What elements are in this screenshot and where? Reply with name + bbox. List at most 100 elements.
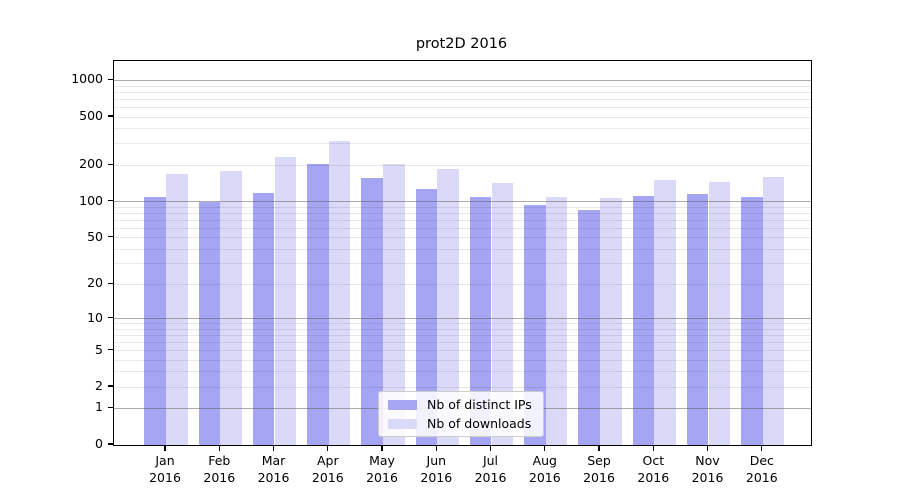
gridline-minor — [114, 237, 811, 238]
gridline-major — [114, 201, 811, 202]
x-tick-label-dec: Dec 2016 — [745, 453, 778, 485]
y-tick-label: 20 — [87, 275, 103, 291]
bar-downloads-jul — [491, 183, 514, 445]
legend-swatch-downloads — [388, 418, 417, 429]
bar-distinct-ips-jan — [144, 196, 166, 445]
x-tick-label-oct: Oct 2016 — [637, 453, 670, 485]
gridline-minor — [114, 350, 811, 351]
y-tick-mark — [108, 443, 113, 445]
bar-downloads-may — [383, 164, 405, 445]
x-tick-mark — [598, 445, 600, 451]
gridline-minor — [114, 386, 811, 388]
gridline-minor — [114, 328, 811, 330]
bar-distinct-ips-sep — [578, 210, 600, 445]
bar-downloads-apr — [328, 141, 351, 445]
y-tick-mark — [108, 385, 113, 387]
x-tick-label-feb: Feb 2016 — [203, 453, 236, 485]
gridline-minor — [114, 323, 811, 324]
y-tick-label: 50 — [87, 228, 103, 244]
y-tick-label: 5 — [95, 341, 103, 357]
gridline-minor — [114, 263, 811, 265]
bar-distinct-ips-oct — [632, 195, 655, 445]
gridline-minor — [114, 116, 811, 118]
bar-downloads-oct — [654, 179, 676, 445]
gridline-minor — [114, 212, 811, 214]
x-tick-label-sep: Sep 2016 — [583, 453, 615, 485]
x-tick-label-jun: Jun 2016 — [420, 453, 453, 485]
bar-distinct-ips-may — [361, 178, 383, 445]
x-tick-mark — [327, 445, 329, 451]
legend-swatch-distinct-ips — [388, 399, 417, 410]
y-tick-label: 1000 — [71, 71, 103, 87]
gridline-minor — [114, 128, 811, 130]
gridline-minor — [114, 106, 811, 108]
y-tick-mark — [108, 348, 113, 351]
y-tick-mark — [108, 78, 113, 81]
bar-distinct-ips-apr — [307, 164, 329, 445]
x-tick-label-may: May 2016 — [366, 453, 398, 485]
x-tick-label-mar: Mar 2016 — [257, 453, 290, 485]
gridline-minor — [114, 85, 811, 87]
gridline-minor — [114, 283, 811, 285]
x-tick-label-aug: Aug 2016 — [528, 453, 561, 485]
chart-title: prot2D 2016 — [415, 36, 508, 52]
gridline-minor — [114, 334, 811, 336]
y-tick-mark — [108, 235, 113, 238]
bar-downloads-jun — [437, 169, 459, 445]
gridline-minor — [114, 341, 811, 343]
gridline-minor — [114, 143, 811, 145]
y-tick-mark — [108, 282, 113, 285]
x-tick-mark — [381, 445, 383, 451]
gridline-minor — [114, 91, 811, 93]
x-tick-mark — [761, 445, 763, 451]
gridline-minor — [114, 206, 811, 208]
y-tick-mark — [108, 316, 113, 319]
y-tick-mark — [108, 163, 113, 165]
plot-area — [113, 60, 812, 446]
legend-label-downloads: Nb of downloads — [427, 416, 532, 431]
y-tick-label: 2 — [95, 378, 103, 393]
x-tick-mark — [489, 445, 492, 451]
y-tick-label: 1 — [95, 399, 103, 415]
x-tick-mark — [544, 445, 546, 451]
bar-downloads-mar — [274, 156, 297, 445]
legend-item-downloads: Nb of downloads — [388, 416, 543, 431]
bar-downloads-sep — [600, 197, 622, 445]
y-tick-label: 0 — [95, 436, 103, 451]
y-tick-mark — [108, 115, 113, 117]
gridline-minor — [114, 371, 811, 373]
bar-distinct-ips-aug — [524, 205, 546, 445]
x-tick-label-jul: Jul 2016 — [474, 453, 507, 485]
gridline-minor — [114, 248, 811, 250]
y-tick-mark — [108, 199, 113, 202]
y-tick-label: 500 — [79, 108, 103, 123]
bar-distinct-ips-feb — [198, 201, 221, 445]
x-tick-mark — [706, 445, 709, 451]
gridline-minor — [114, 219, 811, 221]
gridline-minor — [114, 227, 811, 229]
bar-distinct-ips-jul — [469, 196, 492, 445]
bar-distinct-ips-jun — [415, 189, 438, 445]
bar-downloads-jan — [166, 173, 188, 445]
gridline-major — [114, 79, 811, 81]
gridline-minor — [114, 359, 811, 361]
legend: Nb of distinct IPs Nb of downloads — [378, 391, 544, 437]
gridline-major — [114, 318, 811, 319]
bar-downloads-feb — [220, 171, 242, 445]
legend-item-distinct-ips: Nb of distinct IPs — [388, 397, 543, 412]
x-tick-label-nov: Nov 2016 — [691, 453, 724, 485]
x-tick-mark — [164, 445, 166, 451]
x-tick-label-jan: Jan 2016 — [149, 453, 181, 485]
x-tick-mark — [218, 445, 220, 451]
y-tick-mark — [108, 406, 113, 409]
y-tick-label: 200 — [79, 156, 103, 172]
x-tick-mark — [272, 445, 275, 451]
bar-downloads-nov — [708, 182, 731, 445]
bar-downloads-aug — [545, 197, 568, 445]
gridline-minor — [114, 98, 811, 100]
bar-distinct-ips-dec — [741, 196, 763, 445]
x-tick-label-apr: Apr 2016 — [311, 453, 344, 485]
x-tick-mark — [652, 445, 654, 451]
y-tick-label: 100 — [79, 192, 103, 208]
bar-distinct-ips-nov — [686, 194, 709, 445]
